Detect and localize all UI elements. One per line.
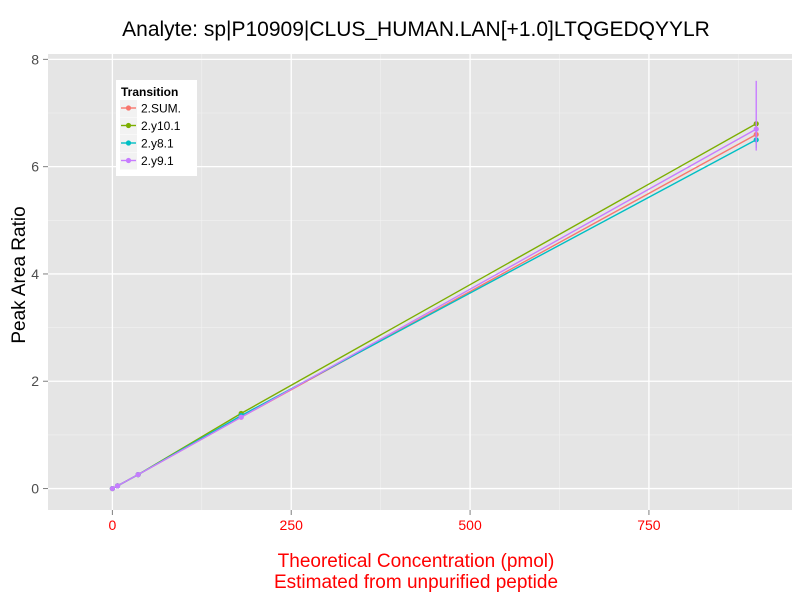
legend-label: 2.y8.1 (141, 137, 174, 151)
legend-item: 2.y9.1 (120, 152, 174, 170)
legend-item: 2.y8.1 (120, 135, 174, 152)
legend-key-point (125, 140, 132, 146)
legend-label: 2.SUM. (141, 102, 181, 116)
data-point (114, 483, 121, 489)
legend-key-point (125, 157, 132, 164)
legend: Transition 2.SUM. 2.y10.1 2.y8.1 2.y9.1 (116, 80, 197, 176)
x-tick-label: 250 (280, 517, 304, 533)
series-layer (109, 80, 759, 492)
legend-label: 2.y9.1 (141, 154, 174, 168)
x-tick-label: 750 (637, 517, 661, 533)
legend-title: Transition (121, 85, 178, 99)
x-axis-label-line2: Estimated from unpurified peptide (274, 572, 558, 593)
data-point (238, 414, 244, 420)
y-tick-label: 4 (31, 266, 39, 282)
x-tick-label: 500 (458, 517, 482, 533)
x-tick-label: 0 (108, 517, 116, 533)
legend-label: 2.y10.1 (141, 119, 181, 133)
chart-title: Analyte: sp|P10909|CLUS_HUMAN.LAN[+1.0]L… (122, 18, 710, 41)
data-point (135, 471, 141, 478)
y-tick-label: 8 (31, 51, 39, 67)
axis-ticks: 0 250 500 750 0 2 4 6 8 (31, 51, 661, 533)
y-axis-label: Peak Area Ratio (9, 206, 30, 343)
legend-items: 2.SUM. 2.y10.1 2.y8.1 2.y9.1 (120, 100, 181, 170)
series-2-y9-1 (109, 80, 759, 492)
legend-item: 2.y10.1 (120, 117, 181, 135)
y-tick-label: 2 (31, 373, 39, 389)
legend-item: 2.SUM. (120, 100, 181, 117)
data-point (109, 485, 115, 492)
x-axis-label-line1: Theoretical Concentration (pmol) (278, 551, 555, 572)
data-point (753, 126, 759, 132)
legend-key-point (125, 122, 132, 129)
legend-key-point (125, 105, 132, 111)
y-tick-label: 0 (31, 481, 39, 497)
y-tick-label: 6 (31, 159, 39, 175)
